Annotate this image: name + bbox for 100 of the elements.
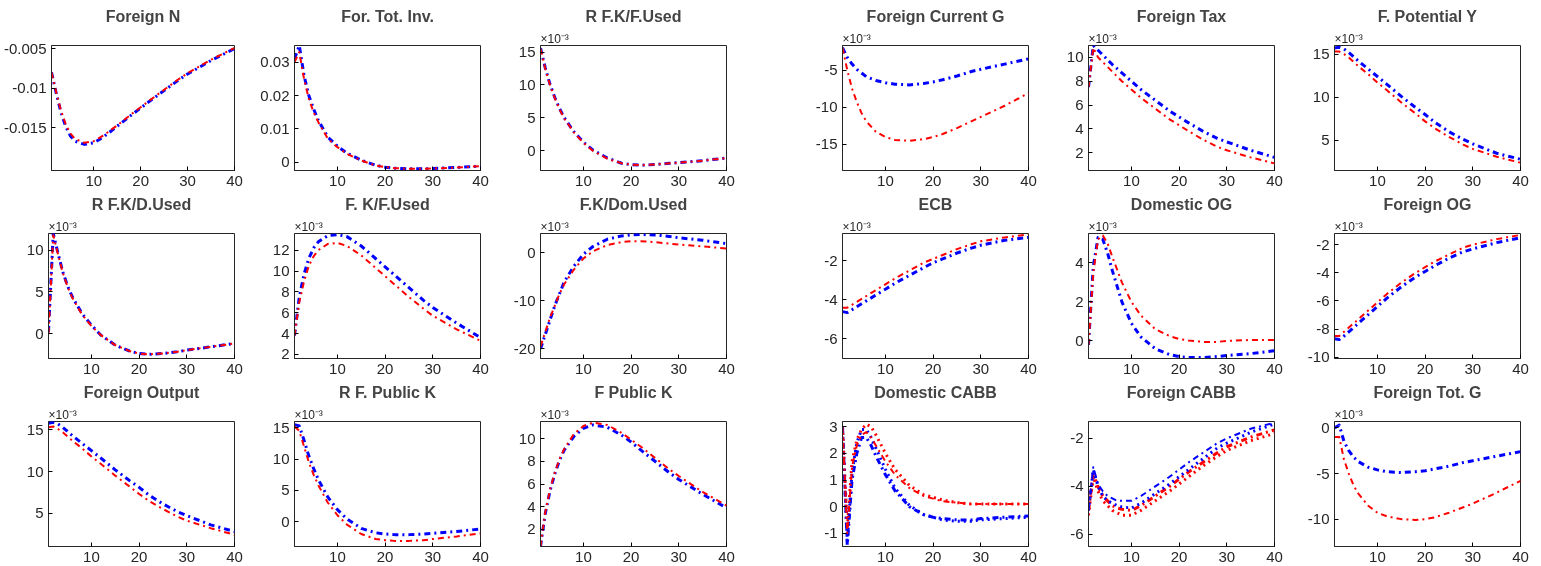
x-tick-label: 20 — [1416, 359, 1434, 377]
x-tick-label: 20 — [1170, 359, 1188, 377]
x-tick-label: 40 — [472, 547, 489, 565]
x-tick-label: 40 — [1512, 171, 1529, 189]
x-tick-label: 30 — [670, 359, 688, 377]
y-tick-label: 2 — [1075, 292, 1084, 310]
x-tick-label: 20 — [1170, 171, 1188, 189]
chart-title: ECB — [918, 195, 953, 213]
x-tick-label: 10 — [877, 171, 894, 189]
y-tick-label: 2 — [829, 444, 838, 462]
y-tick-label: -6 — [1070, 525, 1084, 543]
y-tick-label: 5 — [35, 282, 44, 300]
x-tick-label: 30 — [178, 547, 196, 565]
y-tick-label: 5 — [1321, 131, 1330, 149]
x-tick-label: 40 — [718, 359, 735, 377]
chart-title: Foreign N — [105, 7, 181, 25]
y-tick-label: 0.01 — [260, 119, 290, 137]
chart-title: Foreign Output — [83, 383, 200, 401]
x-tick-label: 10 — [877, 359, 894, 377]
x-tick-label: 20 — [1416, 171, 1434, 189]
y-tick-label: 0 — [527, 141, 536, 159]
chart-title: For. Tot. Inv. — [341, 7, 434, 25]
text: ×10⁻³ — [48, 219, 77, 234]
chart-title: Foreign OG — [1383, 195, 1472, 213]
y-tick-label: 8 — [527, 452, 536, 470]
y-tick-label: -10 — [815, 98, 838, 116]
chart-title: Foreign CABB — [1126, 383, 1237, 401]
chart-title: R F.K/F.Used — [585, 7, 682, 25]
y-tick-label: 0.03 — [260, 53, 290, 71]
y-tick-label: 8 — [281, 282, 290, 300]
y-tick-label: 15 — [518, 43, 536, 61]
chart-title: F. Potential Y — [1377, 7, 1478, 25]
x-tick-label: 30 — [1464, 171, 1482, 189]
x-tick-label: 20 — [1416, 547, 1434, 565]
y-tick-label: -8 — [1316, 320, 1330, 338]
y-tick-label: 2 — [527, 520, 536, 538]
x-tick-label: 20 — [130, 359, 148, 377]
y-tick-label: 12 — [272, 241, 290, 259]
x-tick-label: 10 — [1369, 359, 1386, 377]
x-tick-label: 10 — [575, 547, 592, 565]
y-tick-label: -20 — [513, 339, 536, 357]
x-tick-label: 30 — [670, 547, 688, 565]
x-tick-label: 30 — [972, 359, 990, 377]
x-tick-label: 30 — [1464, 547, 1482, 565]
x-tick-label: 30 — [178, 359, 196, 377]
x-tick-label: 20 — [376, 171, 394, 189]
y-tick-label: 10 — [26, 462, 44, 480]
y-tick-label: 5 — [35, 504, 44, 522]
y-tick-label: 10 — [272, 262, 290, 279]
x-tick-label: 30 — [1218, 171, 1236, 189]
y-tick-label: -15 — [815, 135, 838, 153]
annotation: ×10⁻³ — [842, 219, 871, 234]
y-tick-label: 4 — [281, 324, 290, 342]
x-tick-label: 10 — [1123, 171, 1140, 189]
x-tick-label: 10 — [575, 171, 592, 189]
annotation: ×10⁻³ — [48, 407, 77, 422]
x-tick-label: 40 — [718, 547, 735, 565]
y-tick-label: 10 — [1312, 88, 1330, 106]
x-tick-label: 40 — [226, 359, 243, 377]
x-tick-label: 30 — [972, 171, 990, 189]
y-tick-label: 0 — [527, 243, 536, 261]
chart-title: F.K/Dom.Used — [579, 195, 688, 213]
y-tick-label: 6 — [527, 475, 536, 492]
y-tick-label: 0 — [1321, 418, 1330, 436]
x-tick-label: 10 — [877, 547, 894, 565]
annotation: ×10⁻³ — [1334, 407, 1363, 422]
text: ×10⁻³ — [1088, 31, 1117, 46]
text: ×10⁻³ — [294, 219, 323, 234]
y-tick-label: 6 — [281, 303, 290, 321]
x-tick-label: 30 — [179, 171, 196, 189]
y-tick-label: 2 — [1075, 143, 1084, 161]
x-tick-label: 10 — [329, 547, 346, 565]
x-tick-label: 20 — [1170, 547, 1188, 565]
x-tick-label: 30 — [972, 547, 990, 565]
chart-title: Foreign Tax — [1136, 7, 1227, 25]
x-tick-label: 40 — [1266, 547, 1283, 565]
text: ×10⁻³ — [540, 407, 569, 422]
y-tick-label: 1 — [829, 471, 838, 489]
y-tick-label: 6 — [1075, 96, 1084, 114]
y-tick-label: 3 — [829, 417, 838, 435]
y-tick-label: 5 — [527, 108, 536, 126]
x-tick-label: 10 — [1123, 359, 1140, 377]
text: ×10⁻³ — [294, 407, 323, 422]
y-tick-label: -1 — [824, 524, 838, 542]
x-tick-label: 40 — [1512, 359, 1529, 377]
x-tick-label: 20 — [622, 171, 640, 189]
y-tick-label: 0 — [829, 497, 838, 515]
y-tick-label: -10 — [1307, 348, 1330, 366]
y-tick-label: -4 — [824, 290, 838, 308]
x-tick-label: 10 — [83, 547, 100, 565]
y-tick-label: -5 — [824, 61, 838, 79]
x-tick-label: 10 — [575, 359, 592, 377]
y-tick-label: 4 — [527, 497, 536, 515]
x-tick-label: 20 — [132, 171, 149, 189]
y-tick-label: -0.015 — [3, 118, 47, 136]
x-tick-label: 20 — [622, 547, 640, 565]
chart-title: R F.K/D.Used — [91, 195, 192, 213]
x-tick-label: 10 — [1123, 547, 1140, 565]
x-tick-label: 10 — [329, 171, 346, 189]
text: ×10⁻³ — [842, 31, 871, 46]
